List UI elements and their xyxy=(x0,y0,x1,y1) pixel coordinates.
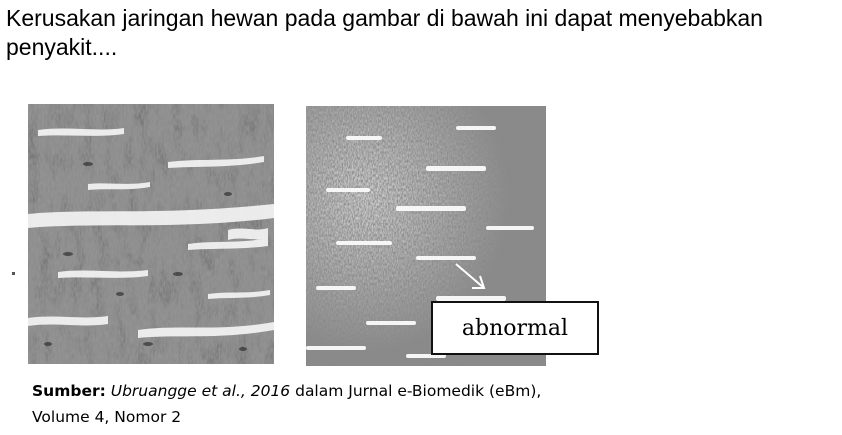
caption-authors: Ubruangge et al., 2016 xyxy=(110,382,291,400)
figure-caption: Sumber: Ubruangge et al., 2016 dalam Jur… xyxy=(32,378,812,430)
arrow-down-right-icon xyxy=(455,263,486,289)
question-text: Kerusakan jaringan hewan pada gambar di … xyxy=(6,5,763,60)
abnormal-label: abnormal xyxy=(431,301,599,355)
normal-tissue-micrograph xyxy=(28,104,274,364)
abnormal-tissue-micrograph xyxy=(306,106,546,366)
caption-line-2: Volume 4, Nomor 2 xyxy=(32,408,182,426)
stray-mark xyxy=(12,272,15,275)
caption-line-1: Sumber: Ubruangge et al., 2016 dalam Jur… xyxy=(32,378,812,404)
caption-source-label: Sumber: xyxy=(32,382,106,400)
caption-journal: dalam Jurnal e-Biomedik (eBm), xyxy=(290,382,542,400)
